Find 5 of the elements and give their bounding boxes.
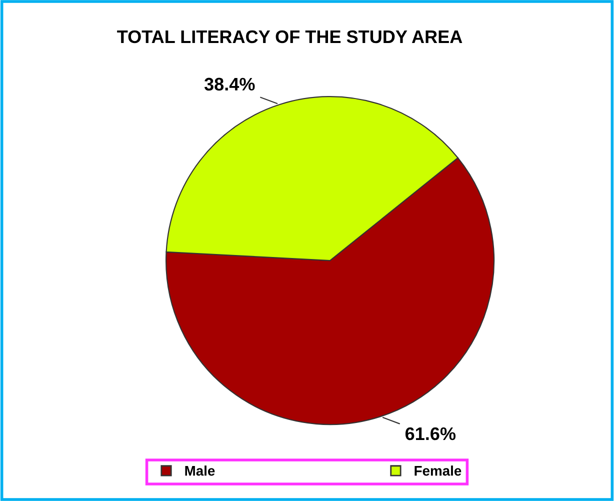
legend-label: Male [185,466,215,476]
data-label: 61.6% [405,427,456,440]
data-label: 38.4% [204,78,255,91]
chart-title: TOTAL LITERACY OF THE STUDY AREA [117,30,462,44]
legend-label: Female [414,466,462,476]
